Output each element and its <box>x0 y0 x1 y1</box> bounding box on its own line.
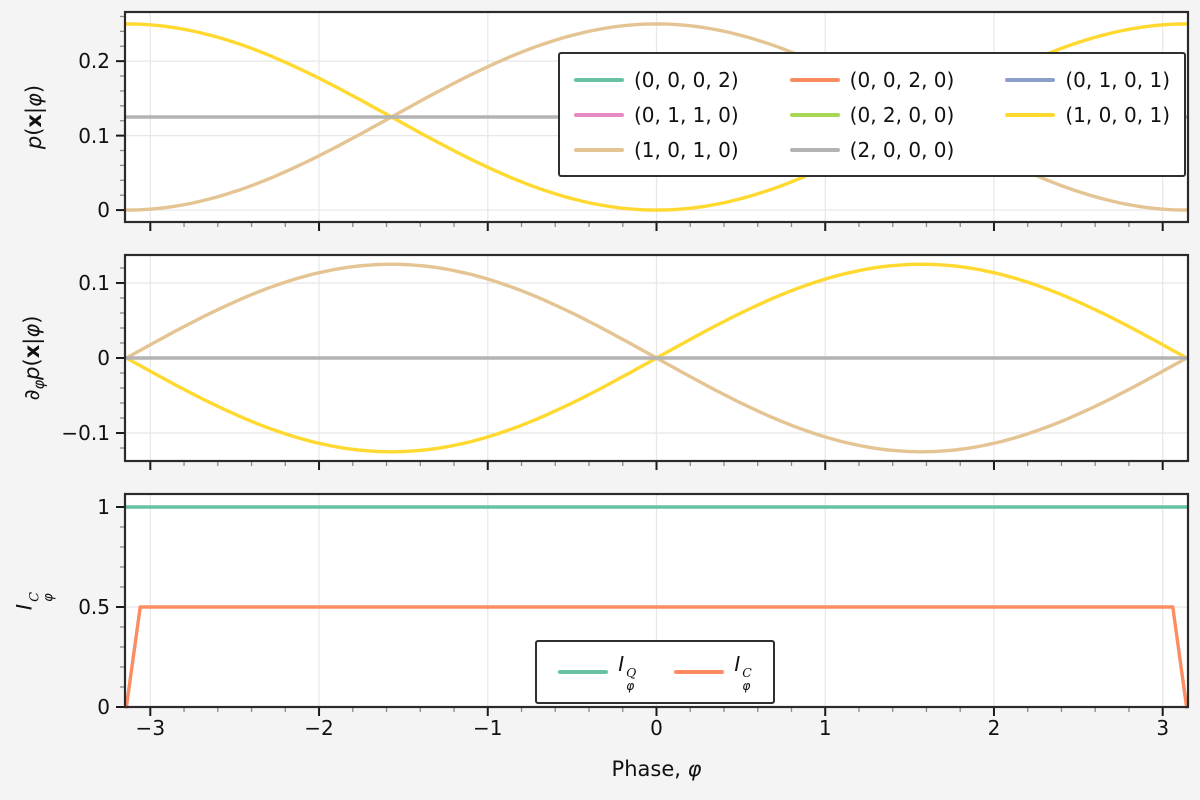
legend-entry: (2, 0, 0, 0) <box>789 137 955 162</box>
legend-label: (0, 1, 0, 1) <box>1065 67 1170 92</box>
legend-prob: (0, 0, 0, 2) (0, 1, 1, 0) (1, 0, 1, 0) (0, … <box>558 52 1186 177</box>
legend-swatch <box>789 147 840 152</box>
x-tick-label: 0 <box>650 716 663 740</box>
legend-swatch <box>789 77 840 82</box>
legend-swatch <box>789 112 840 117</box>
legend-entry: (0, 1, 0, 1) <box>1005 68 1170 92</box>
legend-swatch <box>558 670 609 674</box>
y-tick-label: 0.5 <box>78 595 110 619</box>
panel-spines-fisher <box>123 492 1190 709</box>
legend-entry: (0, 0, 2, 0) <box>789 67 955 92</box>
legend-entry: (0, 2, 0, 0) <box>789 102 955 127</box>
legend-entry: (0, 0, 0, 2) <box>574 68 739 92</box>
legend-entry: (1, 0, 0, 1) <box>1005 103 1170 127</box>
legend-swatch <box>574 77 624 82</box>
legend-label: (0, 2, 0, 0) <box>849 102 955 127</box>
y-tick-label: 0.2 <box>78 49 110 74</box>
legend-label: (0, 1, 1, 0) <box>634 102 739 127</box>
x-tick-label: −2 <box>304 716 334 740</box>
legend-swatch <box>574 147 624 152</box>
y-tick-label: 0.1 <box>78 123 110 148</box>
legend-label: (1, 0, 1, 0) <box>634 137 739 162</box>
y-axis-label-prob: p(x|φ) <box>22 84 46 150</box>
x-tick-label: 3 <box>1156 716 1170 740</box>
legend-entry: (1, 0, 1, 0) <box>574 138 739 162</box>
legend-label: (1, 0, 0, 1) <box>1065 102 1170 127</box>
legend-label: (0, 0, 2, 0) <box>849 67 955 92</box>
x-tick-label: −3 <box>135 716 166 740</box>
legend-label: (0, 0, 0, 2) <box>634 67 739 92</box>
x-tick-label: 1 <box>818 716 832 740</box>
legend-swatch <box>574 112 624 117</box>
x-axis-label: Phase, φ <box>611 757 702 781</box>
y-tick-label: 0.1 <box>78 270 110 295</box>
y-tick-label: 0 <box>97 198 110 223</box>
legend-swatch <box>674 670 725 674</box>
legend-swatch <box>1005 77 1056 82</box>
legend-label: (2, 0, 0, 0) <box>849 137 955 162</box>
panel-spines-deriv <box>123 253 1190 463</box>
y-tick-label: 0 <box>97 695 110 719</box>
panel-spines-prob <box>123 10 1190 224</box>
y-axis-label-deriv: ∂φp(x|φ) <box>19 315 49 401</box>
curve-I_-C <box>124 605 1189 709</box>
x-tick-label: −1 <box>473 716 503 740</box>
y-tick-label: 1 <box>97 495 110 519</box>
y-tick-label: −0.1 <box>61 421 110 446</box>
legend-entry: (0, 1, 1, 0) <box>574 103 739 127</box>
y-tick-label: 0 <box>97 346 110 370</box>
x-tick-label: 2 <box>987 716 1001 740</box>
legend-swatch <box>1005 112 1056 117</box>
